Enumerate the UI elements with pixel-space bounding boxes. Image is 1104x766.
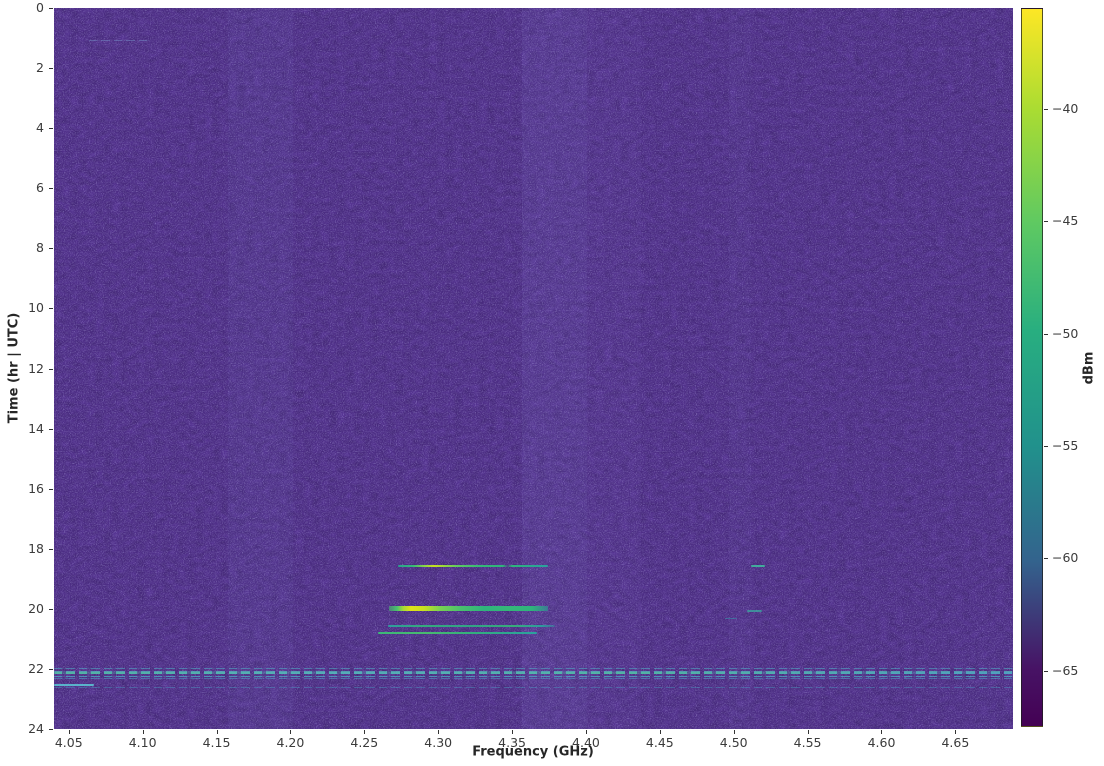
colorbar-tick-mark	[1044, 670, 1048, 672]
colorbar-tick-label: −55	[1052, 437, 1079, 453]
x-tick-label: 4.50	[719, 735, 748, 750]
y-tick-mark	[49, 308, 53, 310]
colorbar-tick-mark	[1044, 221, 1048, 223]
colorbar-tick-label: −65	[1052, 662, 1079, 678]
signal-faint-dash-1.1hr	[89, 39, 151, 41]
colorbar-tick-label: −45	[1052, 213, 1079, 229]
signal-burst-18.6hr-sidedash	[751, 565, 765, 568]
signal-wideband-sweep-4	[54, 675, 1013, 677]
x-tick-mark	[512, 730, 514, 734]
colorbar-tick-label: −60	[1052, 550, 1079, 566]
y-tick-label: 22	[28, 660, 44, 676]
signal-wideband-sweep-tail	[54, 687, 1013, 689]
elevated-noise-band	[729, 8, 752, 729]
x-tick-label: 4.25	[350, 735, 379, 750]
y-axis-label: Time (hr | UTC)	[6, 312, 22, 424]
y-tick-mark	[49, 68, 53, 70]
x-tick-label: 4.65	[941, 735, 970, 750]
signal-burst-20.1hr-sidedash	[747, 610, 762, 613]
colorbar-tick-mark	[1044, 558, 1048, 560]
x-tick-label: 4.15	[202, 735, 231, 750]
y-tick-label: 14	[28, 420, 44, 436]
y-tick-mark	[49, 428, 53, 430]
y-tick-mark	[49, 488, 53, 490]
y-tick-label: 0	[36, 0, 44, 15]
x-tick-mark	[807, 730, 809, 734]
x-tick-label: 4.45	[645, 735, 674, 750]
y-tick-mark	[49, 188, 53, 190]
x-tick-label: 4.40	[572, 735, 600, 750]
x-tick-mark	[733, 730, 735, 734]
x-tick-mark	[216, 730, 218, 734]
x-tick-label: 4.55	[793, 735, 822, 750]
x-axis-label: Frequency (GHz)	[472, 744, 594, 760]
signal-wideband-sweep-1	[54, 668, 1013, 670]
elevated-noise-band	[587, 8, 641, 729]
y-tick-mark	[49, 368, 53, 370]
y-tick-label: 4	[36, 119, 44, 135]
x-tick-mark	[659, 730, 661, 734]
signal-burst-20.9hr	[377, 632, 538, 635]
y-tick-label: 12	[28, 360, 44, 376]
signal-wideband-sweep-5	[54, 678, 1013, 680]
y-tick-label: 18	[28, 540, 44, 556]
colorbar-label: dBm	[1081, 351, 1097, 385]
x-tick-mark	[881, 730, 883, 734]
y-tick-label: 8	[36, 240, 44, 256]
signal-burst-20.1hr-main	[389, 606, 548, 612]
x-tick-label: 4.60	[867, 735, 896, 750]
y-tick-mark	[49, 8, 53, 9]
elevated-noise-band	[522, 8, 588, 729]
y-tick-label: 6	[36, 180, 44, 195]
x-tick-label: 4.10	[128, 735, 157, 750]
signal-burst-20.3hr-sidedash	[724, 617, 737, 619]
x-tick-mark	[290, 730, 292, 734]
y-tick-label: 10	[28, 300, 44, 316]
y-tick-label: 20	[28, 600, 44, 616]
signal-burst-20.6hr	[387, 624, 555, 627]
x-tick-mark	[955, 730, 957, 734]
y-tick-mark	[49, 248, 53, 250]
x-tick-mark	[438, 730, 440, 734]
colorbar-tick-mark	[1044, 333, 1048, 335]
y-tick-mark	[49, 128, 53, 130]
colorbar	[1021, 8, 1043, 727]
x-tick-label: 4.35	[498, 735, 526, 750]
elevated-noise-band	[228, 8, 294, 729]
x-tick-label: 4.30	[424, 735, 453, 750]
y-tick-mark	[49, 548, 53, 550]
y-tick-mark	[49, 668, 53, 670]
y-tick-label: 16	[28, 480, 44, 496]
colorbar-tick-mark	[1044, 446, 1048, 448]
x-tick-mark	[585, 730, 587, 734]
colorbar-tick-label: −40	[1052, 100, 1079, 116]
x-tick-label: 4.20	[276, 735, 305, 750]
x-tick-mark	[68, 730, 70, 734]
x-tick-label: 4.05	[54, 735, 83, 750]
x-tick-mark	[142, 730, 144, 734]
heatmap-plot	[54, 8, 1013, 729]
colorbar-tick-mark	[1044, 109, 1048, 111]
signal-burst-18.6hr	[398, 565, 548, 568]
y-tick-label: 2	[36, 59, 44, 75]
y-tick-mark	[49, 729, 53, 730]
colorbar-tick-label: −50	[1052, 325, 1079, 341]
y-tick-mark	[49, 608, 53, 610]
x-tick-mark	[364, 730, 366, 734]
signal-wideband-sweep-2	[54, 670, 1013, 672]
y-tick-label: 24	[28, 720, 44, 736]
